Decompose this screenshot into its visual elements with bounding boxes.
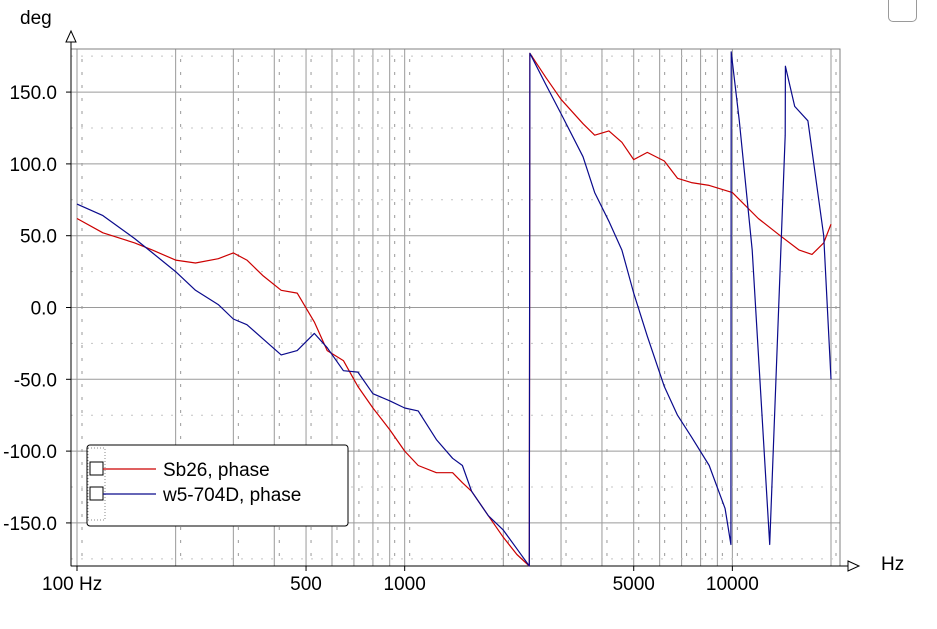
legend-handle xyxy=(87,447,106,521)
grid xyxy=(71,49,840,566)
y-tick-labels: 150.0 100.0 50.0 0.0 -50.0 -100.0 -150.0 xyxy=(3,83,71,535)
y-tick-label: -50.0 xyxy=(14,370,57,391)
series-line-w5-704d xyxy=(76,51,832,567)
x-tick-label: 5000 xyxy=(613,574,655,595)
x-tick-label: 1000 xyxy=(384,574,426,595)
y-tick-label: -150.0 xyxy=(3,514,57,535)
x-axis-arrow xyxy=(847,560,861,572)
x-tick-labels: 100 Hz 500 1000 5000 10000 xyxy=(42,566,759,595)
x-tick-label: 100 Hz xyxy=(42,574,102,595)
legend: Sb26, phase w5-704D, phase xyxy=(86,444,349,527)
y-tick-label: 0.0 xyxy=(31,299,57,320)
x-tick-label: 500 xyxy=(290,574,322,595)
legend-label-sb26: Sb26, phase xyxy=(163,460,270,481)
series-lines xyxy=(76,51,832,567)
window-control-button[interactable] xyxy=(888,0,917,22)
legend-box xyxy=(86,444,349,527)
x-tick-label: 10000 xyxy=(706,574,759,595)
legend-label-w5-704d: w5-704D, phase xyxy=(162,485,301,506)
y-tick-label: -100.0 xyxy=(3,442,57,463)
x-axis-unit-label: Hz xyxy=(881,554,904,575)
y-tick-label: 150.0 xyxy=(9,83,57,104)
legend-checkbox-w5-704d[interactable] xyxy=(89,486,104,501)
y-axis-arrow xyxy=(65,29,77,43)
axes xyxy=(65,29,861,572)
legend-checkbox-sb26[interactable] xyxy=(89,461,104,476)
y-axis-unit-label: deg xyxy=(20,8,52,29)
y-tick-label: 50.0 xyxy=(20,227,57,248)
legend-item-w5-704d[interactable]: w5-704D, phase xyxy=(89,485,301,506)
legend-item-sb26[interactable]: Sb26, phase xyxy=(89,460,270,481)
y-tick-label: 100.0 xyxy=(9,155,57,176)
